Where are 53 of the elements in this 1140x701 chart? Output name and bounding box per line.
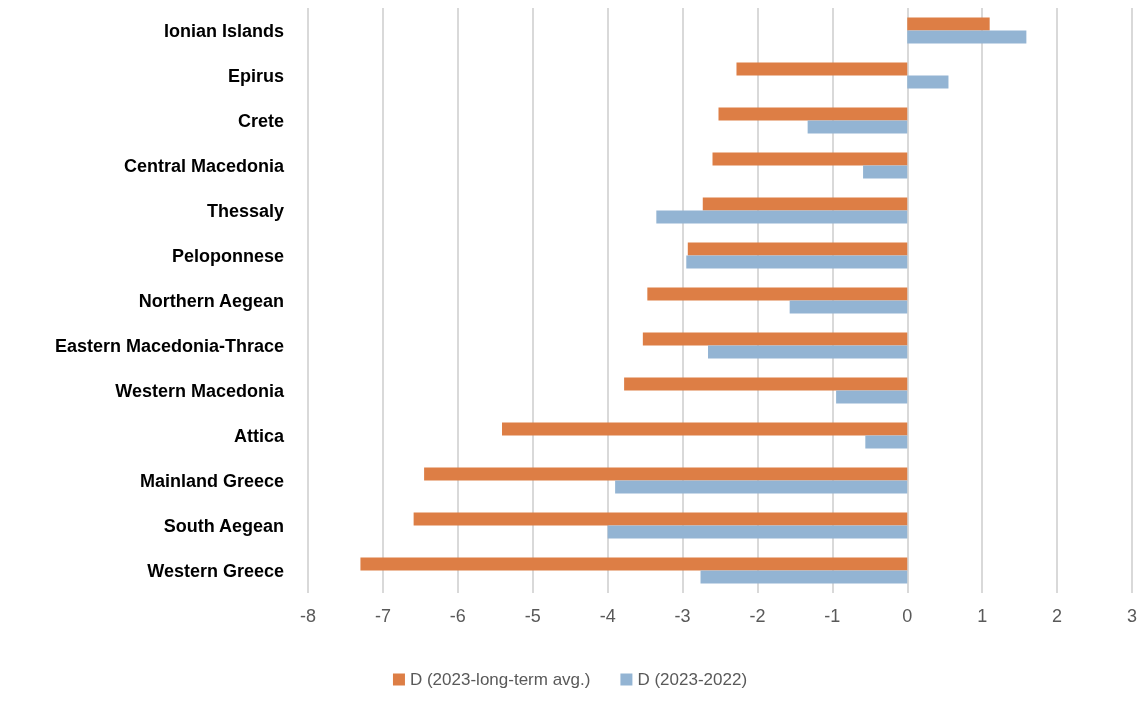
bar — [700, 570, 908, 584]
bar — [907, 17, 990, 31]
bar — [615, 480, 908, 494]
bar — [656, 210, 908, 224]
x-tick-label: 0 — [902, 606, 913, 626]
y-tick-label: Western Macedonia — [115, 380, 285, 401]
bar — [642, 332, 908, 346]
bar — [624, 377, 908, 391]
bar — [702, 197, 908, 211]
y-tick-label: Epirus — [227, 65, 284, 86]
bar — [736, 62, 908, 76]
bar — [687, 242, 908, 256]
bar — [424, 467, 908, 481]
legend-label: D (2023-long-term avg.) — [409, 670, 591, 689]
bar — [413, 512, 908, 526]
bar — [807, 120, 908, 134]
legend-label: D (2023-2022) — [637, 670, 748, 689]
bar — [712, 152, 908, 166]
x-tick-label: -1 — [824, 606, 841, 626]
x-tick-label: -6 — [449, 606, 466, 626]
x-tick-label: -8 — [299, 606, 317, 626]
x-tick-label: 1 — [977, 606, 988, 626]
y-tick-label: Peloponnese — [171, 245, 284, 266]
bar — [647, 287, 908, 301]
bar — [907, 75, 949, 89]
x-tick-label: -7 — [374, 606, 391, 626]
y-tick-label: Western Greece — [147, 560, 284, 581]
bar — [789, 300, 908, 314]
bar — [360, 557, 908, 571]
bar — [836, 390, 908, 404]
x-tick-label: -5 — [524, 606, 541, 626]
y-tick-label: Ionian Islands — [163, 20, 284, 41]
y-tick-label: Thessaly — [206, 200, 284, 221]
bar — [686, 255, 908, 269]
x-tick-label: -2 — [749, 606, 766, 626]
bar — [907, 30, 1027, 44]
y-tick-label: Mainland Greece — [139, 470, 284, 491]
x-tick-label: 2 — [1052, 606, 1063, 626]
y-tick-label: Central Macedonia — [123, 155, 285, 176]
bar — [502, 422, 908, 436]
y-tick-label: Eastern Macedonia-Thrace — [54, 335, 284, 356]
bar — [863, 165, 908, 179]
y-tick-label: Northern Aegean — [138, 290, 284, 311]
x-tick-label: -4 — [599, 606, 616, 626]
bar — [708, 345, 908, 359]
bar — [607, 525, 908, 539]
x-tick-label: 3 — [1126, 606, 1137, 626]
x-tick-label: -3 — [674, 606, 691, 626]
bar — [718, 107, 908, 121]
y-tick-label: Attica — [233, 425, 285, 446]
bar — [865, 435, 908, 449]
y-tick-label: Crete — [237, 110, 284, 131]
y-tick-label: South Aegean — [163, 515, 284, 536]
